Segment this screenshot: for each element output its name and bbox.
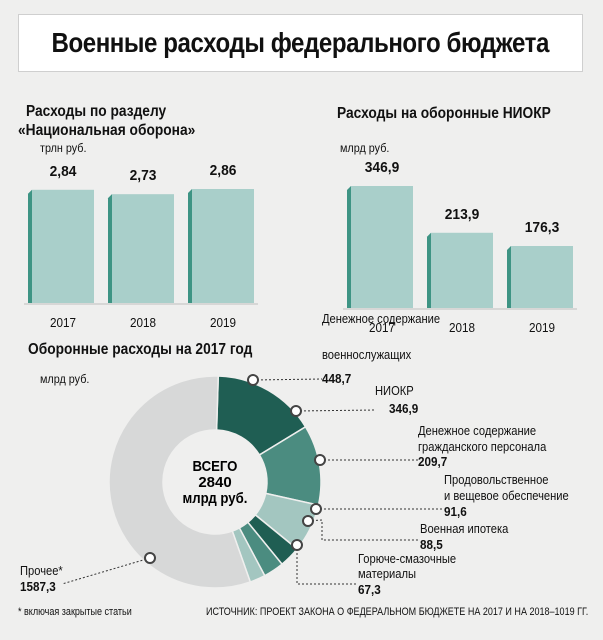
callout-dot-3: [310, 503, 322, 515]
bar-2018: [112, 194, 174, 303]
bar-side-2018: [108, 194, 112, 303]
bar-2019: [511, 245, 573, 308]
donut-callouts: Денежное содержание военнослужащих 448,7 НИ…: [20, 311, 569, 597]
callout-dot-4: [302, 515, 314, 527]
leader-line-5: [296, 545, 358, 585]
donut-center: ВСЕГО 2840 млрд руб.: [183, 457, 248, 506]
rnd-unit: млрд руб.: [340, 141, 390, 155]
slice-label-0-1: военнослужащих: [322, 347, 411, 362]
slice-label-4-0: Военная ипотека: [420, 521, 509, 536]
rnd-title: Расходы на оборонные НИОКР: [337, 105, 551, 122]
slice-value-0: 448,7: [322, 371, 351, 386]
defense-title-line1: Расходы по разделу: [26, 103, 167, 120]
donut-center-total: 2840: [198, 474, 231, 491]
leader-line-1: [295, 409, 376, 412]
defense-title-line2: «Национальная оборона»: [18, 122, 196, 139]
leader-line-6: [61, 557, 151, 585]
defense-unit: трлн руб.: [40, 141, 87, 155]
slice-label-1-0: НИОКР: [375, 383, 414, 398]
slice-value-5: 67,3: [358, 582, 381, 597]
bar-2017: [351, 186, 413, 308]
slice-label-3-1: и вещевое обеспечение: [444, 488, 569, 503]
donut-center-line1: ВСЕГО: [193, 457, 238, 474]
slice-value-4: 88,5: [420, 537, 443, 552]
source-note: ИСТОЧНИК: ПРОЕКТ ЗАКОНА О ФЕДЕРАЛЬНОМ БЮ…: [206, 606, 589, 618]
spending-donut-chart: [108, 375, 322, 589]
callout-dot-5: [291, 539, 303, 551]
bar-year-2019: 2019: [210, 315, 236, 330]
callout-dot-0: [247, 374, 259, 386]
bar-year-2018: 2018: [130, 315, 156, 330]
defense-bar-chart: 2,84 2017 2,73 2018 2,86 2019: [24, 163, 258, 330]
slice-label-0-0: Денежное содержание: [322, 311, 440, 326]
bar-year-2018: 2018: [449, 320, 475, 335]
callout-dot-6: [144, 552, 156, 564]
bar-2018: [431, 232, 493, 308]
donut-slice-6: [108, 375, 252, 589]
slice-value-6: 1587,3: [20, 579, 56, 594]
donut-center-unit: млрд руб.: [183, 489, 248, 506]
slice-value-2: 209,7: [418, 454, 447, 469]
callout-dot-2: [314, 454, 326, 466]
donut-unit: млрд руб.: [40, 372, 90, 386]
bar-side-2017: [347, 186, 351, 308]
bar-year-2017: 2017: [369, 320, 395, 335]
bar-side-2019: [507, 245, 511, 308]
bar-value-2017: 346,9: [365, 160, 400, 177]
rnd-bar-chart: 346,9 2017 213,9 2018 176,3 2019: [343, 160, 577, 335]
callout-dot-1: [290, 405, 302, 417]
slice-label-5-1: материалы: [358, 566, 416, 581]
leader-line-0: [252, 378, 323, 381]
bar-2019: [192, 189, 254, 303]
bar-2017: [32, 189, 94, 303]
chart-title: Военные расходы федерального бюджета: [51, 27, 550, 58]
slice-label-2-1: гражданского персонала: [418, 439, 547, 454]
donut-title: Оборонные расходы на 2017 год: [28, 341, 253, 358]
slice-label-6-0: Прочее*: [20, 563, 63, 578]
bar-value-2019: 176,3: [525, 220, 560, 237]
footnote: * включая закрытые статьи: [18, 606, 132, 618]
bar-value-2019: 2,86: [210, 163, 237, 180]
leader-line-4: [307, 519, 420, 541]
slice-label-2-0: Денежное содержание: [418, 423, 536, 438]
bar-side-2018: [427, 232, 431, 308]
bar-value-2018: 213,9: [445, 206, 480, 223]
title-box: Военные расходы федерального бюджета: [18, 14, 583, 72]
bar-value-2017: 2,84: [50, 163, 77, 180]
bar-value-2018: 2,73: [130, 168, 157, 185]
bar-year-2017: 2017: [50, 315, 76, 330]
bar-year-2019: 2019: [529, 320, 555, 335]
slice-value-1: 346,9: [389, 401, 418, 416]
bar-side-2017: [28, 189, 32, 303]
bar-side-2019: [188, 189, 192, 303]
slice-label-3-0: Продовольственное: [444, 472, 549, 487]
slice-value-3: 91,6: [444, 504, 467, 519]
slice-label-5-0: Горюче-смазочные: [358, 551, 456, 566]
